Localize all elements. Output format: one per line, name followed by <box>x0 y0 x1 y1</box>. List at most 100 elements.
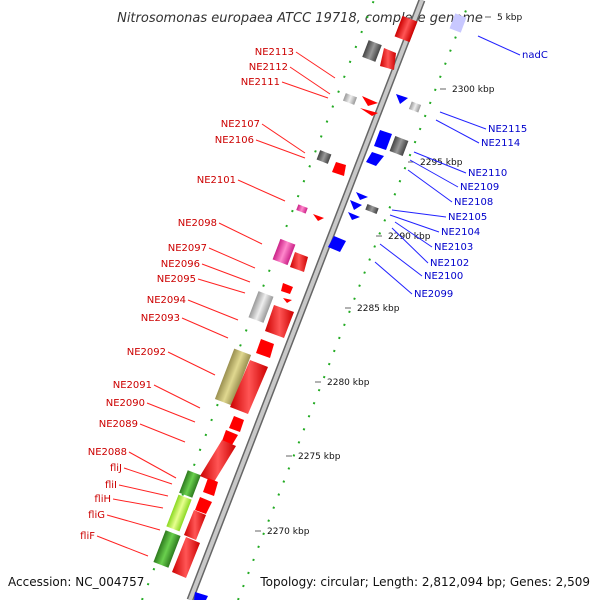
leader-line <box>139 423 186 443</box>
gene-arrow <box>374 130 392 150</box>
gene-label-reverse: NE2114 <box>481 138 520 149</box>
rna-features <box>153 13 467 568</box>
gene-arrow <box>350 200 362 210</box>
feature-block <box>365 204 379 214</box>
leader-line <box>153 384 201 409</box>
leader-line <box>281 81 329 99</box>
leader-line <box>201 263 251 283</box>
gene-arrow <box>313 214 324 221</box>
leader-line <box>391 209 447 218</box>
gene-label-forward: fliF <box>80 531 95 542</box>
gene-arrow <box>229 416 244 432</box>
feature-block <box>179 470 201 498</box>
leader-line <box>237 179 286 202</box>
reverse-genes <box>194 94 408 600</box>
gene-label-reverse: NE2108 <box>454 197 493 208</box>
reverse-label-layer: nadC NE2115 NE2114 NE2110 NE2109 NE2108 NE2105… <box>374 35 548 300</box>
gene-label-forward: NE2092 <box>127 347 166 358</box>
gene-label-reverse: NE2110 <box>468 168 507 179</box>
gene-label-forward: NE2090 <box>106 398 145 409</box>
gene-arrow <box>203 478 218 496</box>
feature-block <box>272 238 296 266</box>
gene-label-forward: fliG <box>88 510 105 521</box>
gene-arrow <box>222 430 238 445</box>
gene-arrow <box>396 94 408 104</box>
leader-line <box>295 51 336 79</box>
gene-label-forward: NE2094 <box>147 295 186 306</box>
gene-arrow <box>332 162 346 176</box>
gene-label-forward: NE2088 <box>88 447 127 458</box>
gene-arrow <box>290 252 308 272</box>
gene-arrow <box>356 192 368 200</box>
leader-line <box>187 299 239 321</box>
gene-arrow <box>360 108 378 116</box>
leader-line <box>439 111 487 130</box>
accession-text: Accession: NC_004757 <box>8 575 144 589</box>
leader-line <box>181 317 229 339</box>
leader-line <box>255 139 306 159</box>
leader-line <box>407 169 453 203</box>
gene-arrow <box>194 592 208 600</box>
feature-block <box>362 40 382 62</box>
gene-arrow <box>265 305 294 338</box>
tick-label: 2300 kbp <box>452 85 495 95</box>
feature-block <box>296 204 308 214</box>
gene-label-forward: fliI <box>105 480 117 491</box>
leader-line <box>146 402 196 423</box>
tick-label: 2280 kbp <box>327 378 370 388</box>
feature-block <box>449 13 467 33</box>
gene-arrow <box>195 497 212 514</box>
gene-label-forward: NE2098 <box>178 218 217 229</box>
gene-arrow <box>366 152 384 166</box>
leader-line <box>197 278 246 294</box>
leader-line <box>409 159 459 188</box>
leader-line <box>379 243 423 277</box>
gene-label-forward: NE2097 <box>168 243 207 254</box>
gene-label-reverse: NE2100 <box>424 271 463 282</box>
leader-line <box>391 227 429 264</box>
leader-line <box>96 535 149 557</box>
gene-label-reverse: NE2105 <box>448 212 487 223</box>
gene-label-forward: fliJ <box>110 463 122 474</box>
tick-label: 2285 kbp <box>357 304 400 314</box>
gene-label-reverse: NE2115 <box>488 124 527 135</box>
leader-line <box>289 66 331 95</box>
gene-label-reverse: nadC <box>522 50 548 61</box>
gene-label-reverse: NE2104 <box>441 227 480 238</box>
gene-label-forward: NE2093 <box>141 313 180 324</box>
gene-label-forward: NE2111 <box>241 77 280 88</box>
leader-line <box>389 214 440 233</box>
gene-label-forward: NE2107 <box>221 119 260 130</box>
gene-label-forward: NE2106 <box>215 135 254 146</box>
leader-line <box>112 498 164 509</box>
feature-block <box>316 150 332 164</box>
gene-label-forward: fliH <box>94 494 111 505</box>
gene-arrow <box>200 440 236 482</box>
leader-line <box>413 151 467 174</box>
gene-arrow <box>230 360 268 414</box>
leader-line <box>106 514 161 531</box>
gene-label-reverse: NE2102 <box>430 258 469 269</box>
leader-line <box>218 222 263 245</box>
gene-arrow <box>283 298 292 303</box>
gene-label-forward: NE2096 <box>161 259 200 270</box>
feature-block <box>389 136 409 156</box>
leader-line <box>374 261 413 295</box>
gene-arrow <box>281 283 293 294</box>
leader-line <box>128 451 177 479</box>
tick-label: 2270 kbp <box>267 527 310 537</box>
gene-label-forward: NE2112 <box>249 62 288 73</box>
feature-block <box>153 530 181 568</box>
gc-track-outer <box>237 0 471 600</box>
leader-line <box>435 119 480 144</box>
gene-arrow <box>328 236 346 252</box>
genome-info-text: Topology: circular; Length: 2,812,094 bp… <box>259 575 590 589</box>
gene-label-reverse: NE2099 <box>414 289 453 300</box>
map-title: Nitrosomonas europaea ATCC 19718, comple… <box>117 11 483 26</box>
leader-line <box>477 35 521 56</box>
feature-block <box>342 93 358 105</box>
feature-block <box>394 15 418 43</box>
leader-line <box>394 221 433 248</box>
gene-arrow <box>172 537 200 578</box>
